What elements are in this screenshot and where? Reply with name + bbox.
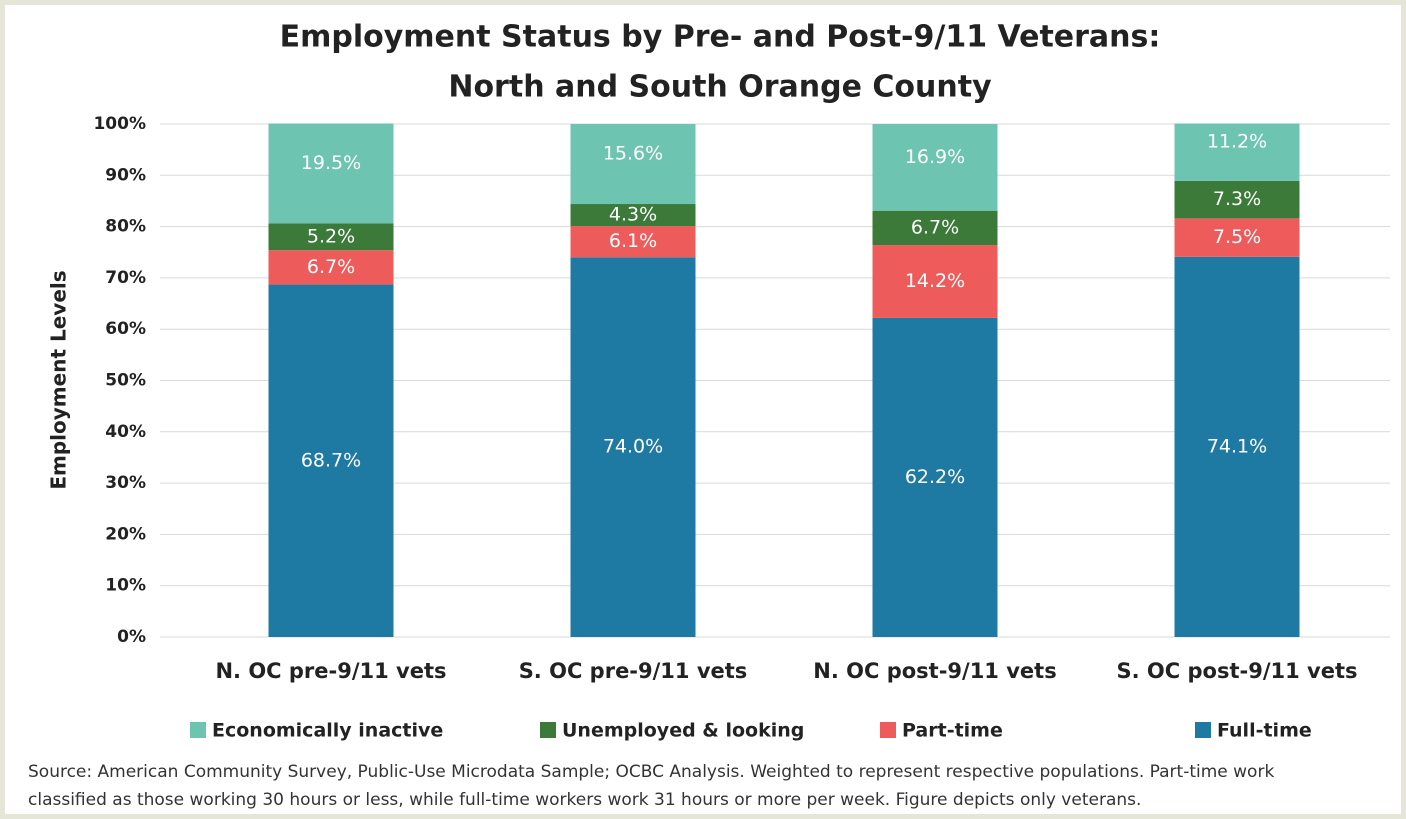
bar-segment bbox=[268, 223, 394, 251]
bar-segment bbox=[570, 226, 696, 258]
data-label: 11.2% bbox=[1207, 131, 1267, 153]
bar-segment bbox=[872, 317, 998, 637]
legend-swatch bbox=[190, 722, 206, 738]
x-tick-label: S. OC pre-9/11 vets bbox=[519, 659, 748, 683]
x-tick-label: S. OC post-9/11 vets bbox=[1117, 659, 1358, 683]
y-tick-label: 30% bbox=[105, 473, 146, 493]
data-label: 62.2% bbox=[905, 466, 965, 488]
chart-title: North and South Orange County bbox=[448, 70, 992, 105]
y-tick-label: 50% bbox=[105, 371, 146, 391]
bar-segment bbox=[872, 210, 998, 246]
x-tick-label: N. OC post-9/11 vets bbox=[813, 659, 1056, 683]
legend-swatch bbox=[1195, 722, 1211, 738]
y-axis-label: Employment Levels bbox=[47, 270, 71, 489]
y-tick-label: 60% bbox=[105, 319, 146, 339]
data-label: 5.2% bbox=[307, 225, 355, 247]
chart-title: Employment Status by Pre- and Post-9/11 … bbox=[280, 20, 1161, 55]
y-tick-label: 0% bbox=[117, 627, 146, 647]
bar-segment bbox=[268, 123, 394, 224]
legend-swatch bbox=[880, 722, 896, 738]
legend-label: Full-time bbox=[1217, 720, 1312, 742]
source-note: Source: American Community Survey, Publi… bbox=[28, 762, 1274, 782]
bar-segment bbox=[268, 284, 394, 637]
data-label: 6.7% bbox=[307, 256, 355, 278]
bar-segment bbox=[1174, 256, 1300, 637]
legend-label: Part-time bbox=[902, 720, 1003, 742]
data-label: 19.5% bbox=[301, 152, 361, 174]
data-label: 6.7% bbox=[911, 216, 959, 238]
data-label: 14.2% bbox=[905, 270, 965, 292]
bar-segment bbox=[1174, 180, 1300, 219]
x-tick-label: N. OC pre-9/11 vets bbox=[215, 659, 446, 683]
legend-swatch bbox=[540, 722, 556, 738]
data-label: 74.0% bbox=[603, 436, 663, 458]
y-tick-label: 40% bbox=[105, 422, 146, 442]
data-label: 6.1% bbox=[609, 230, 657, 252]
data-label: 7.3% bbox=[1213, 188, 1261, 210]
y-tick-label: 70% bbox=[105, 268, 146, 288]
y-tick-label: 100% bbox=[93, 114, 146, 134]
bar-segment bbox=[872, 124, 998, 211]
bar-segment bbox=[268, 250, 394, 285]
bar-segment bbox=[872, 245, 998, 318]
legend-label: Unemployed & looking bbox=[562, 720, 804, 742]
y-tick-label: 90% bbox=[105, 165, 146, 185]
bar-segment bbox=[1174, 218, 1300, 257]
data-label: 68.7% bbox=[301, 449, 361, 471]
data-label: 74.1% bbox=[1207, 435, 1267, 457]
data-label: 15.6% bbox=[603, 143, 663, 165]
bar-segment bbox=[570, 257, 696, 637]
y-tick-label: 80% bbox=[105, 217, 146, 237]
bar-segment bbox=[570, 204, 696, 227]
bar-segment bbox=[1174, 123, 1300, 181]
source-note: classified as those working 30 hours or … bbox=[28, 790, 1141, 810]
data-label: 7.5% bbox=[1213, 226, 1261, 248]
data-label: 4.3% bbox=[609, 204, 657, 226]
y-tick-label: 10% bbox=[105, 576, 146, 596]
data-label: 16.9% bbox=[905, 146, 965, 168]
legend-label: Economically inactive bbox=[212, 720, 443, 742]
bar-segment bbox=[570, 124, 696, 205]
y-tick-label: 20% bbox=[105, 524, 146, 544]
